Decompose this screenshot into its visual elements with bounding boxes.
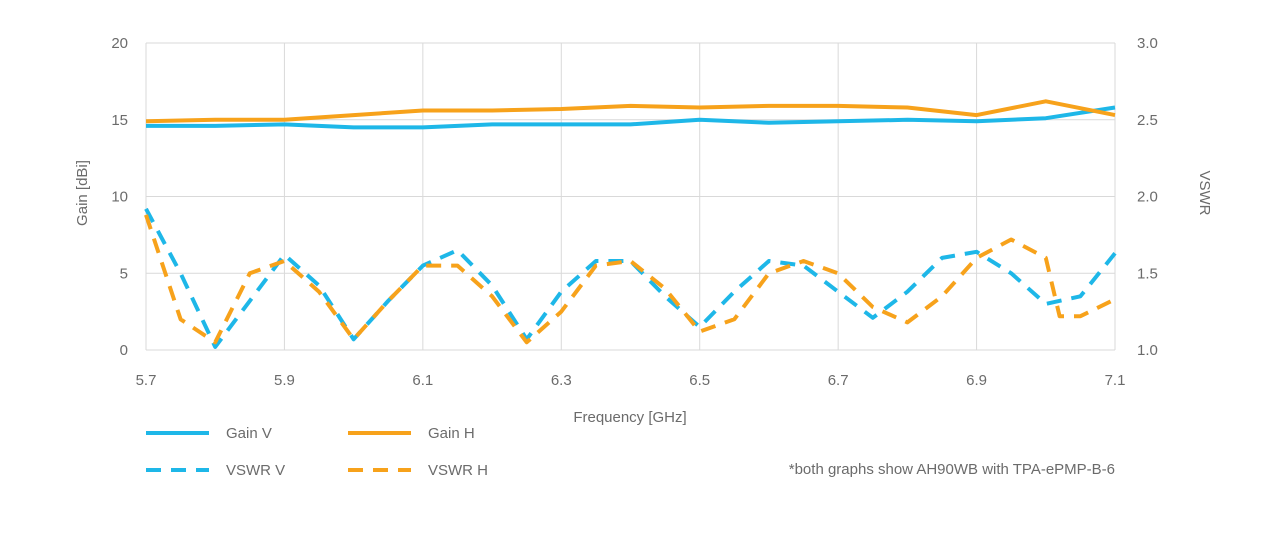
x-tick-label: 6.5 [689, 372, 710, 389]
y-tick-label-right: 1.5 [1137, 265, 1158, 282]
x-tick-label: 6.1 [412, 372, 433, 389]
tick-labels: 5.7 5.9 6.1 6.3 6.5 6.7 6.9 7.1 0 5 10 15 20 1.0 1.5 2.… [111, 35, 1158, 389]
series-line-gain-v [146, 105, 1116, 130]
legend-label-gain-v: Gain V [226, 425, 272, 442]
legend-label-vswr-v: VSWR V [226, 462, 285, 479]
series-line-vswr-h [144, 214, 1116, 345]
x-tick-label: 5.7 [136, 372, 157, 389]
y-tick-label-left: 20 [111, 35, 128, 52]
x-tick-label: 5.9 [274, 372, 295, 389]
y-tick-label-right: 2.0 [1137, 189, 1158, 206]
y-tick-label-left: 5 [120, 265, 128, 282]
y-tick-label-right: 1.0 [1137, 342, 1158, 359]
series-lines [144, 99, 1117, 349]
grid [145, 42, 1116, 351]
x-axis-label: Frequency [GHz] [573, 409, 686, 426]
y-tick-label-left: 15 [111, 112, 128, 129]
y-tick-label-right: 3.0 [1137, 35, 1158, 52]
y-tick-label-right: 2.5 [1137, 112, 1158, 129]
series-line-vswr-v [144, 207, 1117, 349]
legend-label-vswr-h: VSWR H [428, 462, 488, 479]
y-axis-label-right: VSWR [1196, 171, 1213, 216]
legend-label-gain-h: Gain H [428, 425, 475, 442]
y-axis-label-left: Gain [dBi] [74, 160, 91, 226]
x-tick-label: 6.7 [828, 372, 849, 389]
y-tick-label-left: 10 [111, 189, 128, 206]
x-tick-label: 6.3 [551, 372, 572, 389]
series-line-gain-h [145, 99, 1116, 124]
x-tick-label: 7.1 [1105, 372, 1126, 389]
legend: Gain V Gain H VSWR V VSWR H [146, 425, 488, 479]
footnote: *both graphs show AH90WB with TPA-ePMP-B… [789, 461, 1115, 478]
x-tick-label: 6.9 [966, 372, 987, 389]
y-tick-label-left: 0 [120, 342, 128, 359]
